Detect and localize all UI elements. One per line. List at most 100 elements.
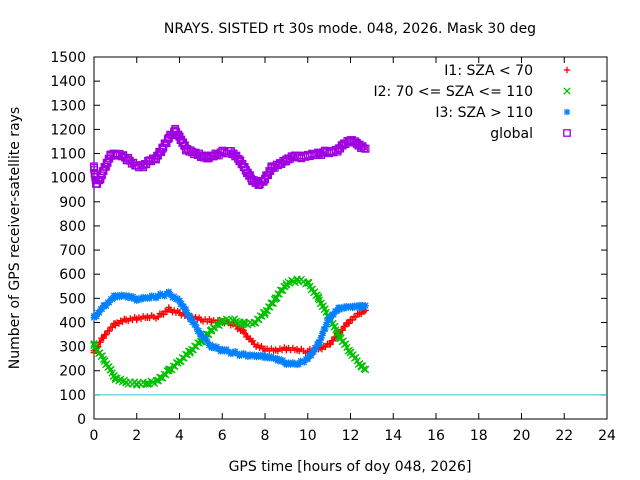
series-3-point	[347, 303, 354, 311]
series-4-point	[188, 148, 197, 157]
series-3-point	[144, 294, 151, 302]
series-4-point	[102, 159, 111, 168]
series-4-point	[92, 179, 101, 188]
x-tick-label: 10	[299, 428, 317, 444]
series-4-point	[260, 174, 270, 183]
series-3-point	[315, 340, 322, 348]
series-3-point	[154, 292, 162, 300]
series-1-trace-mark	[329, 337, 337, 345]
y-tick-label: 800	[59, 219, 86, 235]
series-2-point	[229, 316, 237, 324]
series-3-point	[240, 351, 248, 359]
series-2-point	[314, 294, 323, 303]
series-1-trace-mark	[341, 323, 349, 330]
series-4	[89, 124, 370, 189]
series-1-point	[197, 316, 205, 324]
series-4-point	[357, 143, 366, 152]
legend-label: I2: 70 <= SZA <= 110	[373, 84, 533, 100]
series-4-point	[254, 180, 263, 189]
x-tick-label: 18	[470, 428, 488, 444]
series-2-point	[143, 380, 152, 388]
y-tick-label: 300	[59, 340, 86, 356]
series-1-point	[282, 345, 290, 353]
series-3-point	[282, 360, 290, 367]
y-tick-label: 1300	[50, 98, 86, 114]
series-1-point	[165, 305, 173, 313]
series-3-point	[111, 292, 119, 300]
y-tick-label: 600	[59, 267, 86, 283]
series-1-point	[272, 346, 280, 354]
series-3-point	[293, 361, 301, 369]
series-1-point	[261, 345, 269, 353]
series-4-point	[361, 144, 370, 153]
series-1-trace-mark	[97, 339, 104, 346]
x-tick-label: 20	[513, 428, 531, 444]
series-1-point	[133, 315, 141, 323]
series-4-point	[333, 145, 342, 154]
series-4-point	[282, 155, 291, 164]
series-1-point	[154, 313, 162, 320]
series-1-point	[144, 314, 151, 322]
series-4-point	[151, 154, 161, 163]
y-tick-label: 200	[59, 364, 86, 380]
series-4-point	[303, 151, 312, 160]
series-4-point	[209, 151, 218, 160]
series-3-point	[208, 343, 215, 350]
y-tick-label: 1400	[50, 74, 86, 90]
x-tick-label: 16	[427, 428, 445, 444]
series-3-trace-mark	[182, 305, 190, 313]
series-4-point	[267, 163, 276, 173]
series-1-point	[111, 320, 119, 328]
legend: I1: SZA < 70 I2: 70 <= SZA <= 110 I3: SZA …	[373, 63, 571, 142]
series-3-point	[122, 292, 130, 300]
series-2-point	[346, 348, 355, 357]
series-3	[90, 288, 369, 369]
legend-marker	[563, 87, 571, 95]
series-4-point	[124, 155, 133, 164]
x-tick-label: 14	[384, 428, 402, 444]
x-tick-label: 8	[261, 428, 270, 444]
y-tick-label: 1000	[50, 171, 86, 187]
y-tick-label: 100	[59, 388, 86, 404]
series-4-point	[107, 150, 116, 159]
series-4-point	[139, 161, 148, 170]
series-2-point	[335, 333, 344, 341]
series-1-trace-mark	[322, 343, 329, 351]
series-4-point	[96, 173, 105, 182]
series-1-point	[325, 340, 333, 348]
y-tick-label: 700	[59, 243, 86, 259]
series-2-point	[186, 347, 195, 356]
series-3-point	[304, 355, 312, 363]
y-tick-label: 400	[59, 315, 86, 331]
legend-label: global	[490, 126, 533, 142]
series-2-trace-mark	[279, 286, 287, 295]
series-layer	[89, 124, 607, 396]
series-4-point	[241, 166, 250, 175]
series-3-point	[229, 349, 237, 357]
series-3-point	[101, 302, 109, 309]
series-2-point	[239, 319, 248, 328]
series-3-point	[218, 346, 226, 354]
series-2-point	[271, 294, 280, 303]
y-axis: 0 100 200 300 400 500 600 700 800 900 1000 1100 1200…	[50, 50, 607, 428]
series-2-point	[154, 376, 162, 385]
series-3-point	[165, 290, 173, 297]
series-1-point	[250, 340, 258, 348]
chart-title: NRAYS. SISTED rt 30s mode. 048, 2026. Ma…	[164, 21, 536, 37]
series-3-point	[336, 304, 344, 312]
series-1-trace-mark	[106, 327, 113, 335]
series-4-point	[89, 163, 99, 173]
y-tick-label: 0	[77, 412, 86, 428]
series-1-point	[122, 316, 130, 324]
series-4-point	[248, 176, 257, 185]
series-4-trace-mark	[98, 171, 106, 180]
series-4-trace-mark	[162, 139, 171, 148]
x-axis-title: GPS time [hours of doy 048, 2026]	[229, 459, 472, 475]
series-2-point	[132, 380, 141, 388]
series-2-point	[293, 276, 301, 285]
x-tick-label: 6	[218, 428, 227, 444]
series-3-point	[250, 351, 258, 359]
series-2-trace-mark	[269, 299, 277, 308]
x-tick-label: 0	[90, 428, 99, 444]
series-1-trace-mark	[100, 334, 107, 342]
